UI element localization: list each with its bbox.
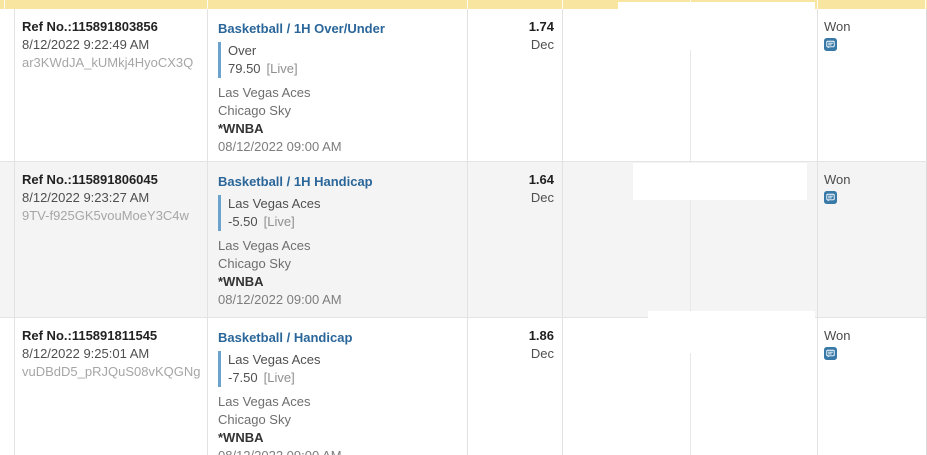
stake-cell-redacted (563, 9, 691, 161)
odds-format: Dec (530, 37, 554, 52)
market-title: Basketball / 1H Handicap (218, 174, 373, 189)
team-home: Las Vegas Aces (218, 394, 311, 409)
pick-selection: Las Vegas Aces (228, 196, 321, 211)
header-divider (467, 0, 468, 9)
row-gutter (0, 318, 15, 455)
row-gutter (0, 9, 15, 161)
ref-cell: Ref No.:115891811545 8/12/2022 9:25:01 A… (15, 318, 208, 455)
redaction-overlay (618, 2, 815, 50)
placed-datetime: 8/12/2022 9:23:27 AM (22, 190, 150, 205)
status-badge: Won (824, 19, 851, 34)
header-divider (207, 0, 208, 9)
odds-value: 1.64 (528, 172, 554, 187)
pick-line: -7.50 (228, 370, 258, 385)
league-name: *WNBA (218, 121, 264, 136)
status-cell: Won (818, 162, 927, 317)
event-datetime: 08/12/2022 09:00 AM (218, 292, 342, 307)
league-name: *WNBA (218, 274, 264, 289)
stake-cell-redacted (563, 318, 691, 455)
redaction-overlay (648, 311, 815, 353)
bet-details-cell: Basketball / 1H Handicap Las Vegas Aces … (208, 162, 468, 317)
payout-cell-redacted (691, 9, 818, 161)
odds-cell: 1.74 Dec (468, 9, 563, 161)
bet-id: vuDBdD5_pRJQuS08vKQGNg (22, 364, 201, 379)
stake-cell-redacted (563, 162, 691, 317)
ref-number: Ref No.:115891803856 (22, 19, 158, 34)
ref-number: Ref No.:115891811545 (22, 328, 158, 343)
team-home: Las Vegas Aces (218, 238, 311, 253)
ref-number: Ref No.:115891806045 (22, 172, 158, 187)
bet-row: Ref No.:115891803856 8/12/2022 9:22:49 A… (0, 9, 927, 162)
pick-selection: Las Vegas Aces (228, 352, 321, 367)
header-divider (817, 0, 818, 9)
ref-cell: Ref No.:115891806045 8/12/2022 9:23:27 A… (15, 162, 208, 317)
status-cell: Won (818, 9, 927, 161)
status-badge: Won (824, 172, 851, 187)
odds-cell: 1.64 Dec (468, 162, 563, 317)
header-divider (4, 0, 5, 9)
team-away: Chicago Sky (218, 103, 291, 118)
live-tag: [Live] (266, 61, 298, 76)
pick-line: 79.50 (228, 61, 261, 76)
odds-value: 1.86 (528, 328, 554, 343)
placed-datetime: 8/12/2022 9:25:01 AM (22, 346, 150, 361)
payout-cell-redacted (691, 162, 818, 317)
odds-cell: 1.86 Dec (468, 318, 563, 455)
odds-value: 1.74 (528, 19, 554, 34)
status-badge: Won (824, 328, 851, 343)
bet-details-cell: Basketball / 1H Over/Under Over 79.50 [Li… (208, 9, 468, 161)
header-divider (925, 0, 926, 9)
bet-slip-icon[interactable] (824, 38, 837, 51)
live-tag: [Live] (263, 214, 295, 229)
bet-slip-icon[interactable] (824, 191, 837, 204)
ref-cell: Ref No.:115891803856 8/12/2022 9:22:49 A… (15, 9, 208, 161)
header-divider (562, 0, 563, 9)
team-away: Chicago Sky (218, 256, 291, 271)
event-datetime: 08/12/2022 09:00 AM (218, 447, 461, 455)
market-title: Basketball / 1H Over/Under (218, 21, 385, 36)
league-name: *WNBA (218, 430, 264, 445)
pick-block: Las Vegas Aces -5.50 [Live] (218, 195, 461, 231)
team-away: Chicago Sky (218, 412, 291, 427)
pick-block: Las Vegas Aces -7.50 [Live] (218, 351, 461, 387)
bet-details-cell: Basketball / Handicap Las Vegas Aces -7.… (208, 318, 468, 455)
bet-id: 9TV-f925GK5vouMoeY3C4w (22, 208, 189, 223)
odds-format: Dec (530, 346, 554, 361)
payout-cell-redacted (691, 318, 818, 455)
status-cell: Won (818, 318, 927, 455)
pick-selection: Over (228, 43, 257, 58)
pick-block: Over 79.50 [Live] (218, 42, 461, 78)
live-tag: [Live] (263, 370, 295, 385)
bet-slip-icon[interactable] (824, 347, 837, 360)
team-home: Las Vegas Aces (218, 85, 311, 100)
market-title: Basketball / Handicap (218, 330, 353, 345)
row-gutter (0, 162, 15, 317)
bet-id: ar3KWdJA_kUMkj4HyoCX3Q (22, 55, 194, 70)
redaction-overlay (633, 163, 807, 200)
odds-format: Dec (530, 190, 554, 205)
placed-datetime: 8/12/2022 9:22:49 AM (22, 37, 150, 52)
event-datetime: 08/12/2022 09:00 AM (218, 139, 342, 154)
pick-line: -5.50 (228, 214, 258, 229)
